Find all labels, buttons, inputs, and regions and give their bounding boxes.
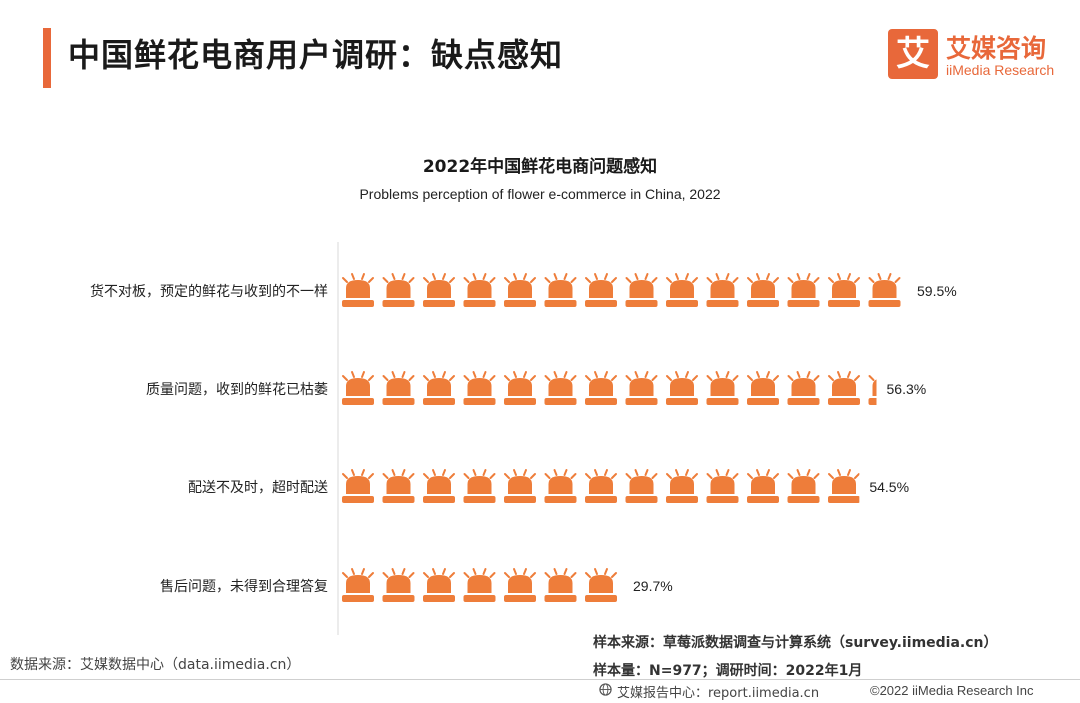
bar-icon [666,469,698,503]
bar-icon [544,273,577,307]
bar [342,273,901,307]
bar-icon [868,273,901,307]
sample-source: 样本来源：草莓派数据调查与计算系统（survey.iimedia.cn） [593,635,998,651]
bar-icon [544,469,577,503]
logo-name-cn: 艾媒咨询 [946,34,1047,63]
bar-icon [463,568,496,602]
bar-icon [585,469,617,503]
value-label: 56.3% [887,381,927,397]
bar-icon [625,469,658,503]
bar-icon [585,568,617,602]
category-label: 售后问题，未得到合理答复 [160,578,328,595]
bar-icon [706,273,739,307]
bar-icon [585,273,617,307]
bar-icon [828,273,860,307]
bar-icon [382,273,415,307]
bar-icon [342,273,374,307]
value-label: 29.7% [633,578,673,594]
bar-icon [504,568,536,602]
footer-report-center[interactable]: 艾媒报告中心：report.iimedia.cn [617,686,820,701]
page-title: 中国鲜花电商用户调研：缺点感知 [68,36,564,74]
bar-icon [747,469,779,503]
iimedia-logo: 艾 艾媒咨询 iiMedia Research [888,29,1068,81]
bar-icon [666,371,698,405]
bar-icon [625,371,658,405]
bar-icon [342,568,374,602]
bar-icon [423,568,455,602]
chart-title: 2022年中国鲜花电商问题感知 [422,157,658,177]
bar-chart: 货不对板，预定的鲜花与收到的不一样 59.5% 质量问题，收到的鲜花已枯萎 56.3%… [90,242,957,635]
footer-divider [0,679,1080,680]
data-source: 数据来源：艾媒数据中心（data.iimedia.cn） [10,657,301,673]
bar-icon [706,469,739,503]
value-label: 54.5% [869,479,909,495]
bar-icon [463,371,496,405]
category-label: 配送不及时，超时配送 [188,480,328,496]
bar-icon [828,469,860,503]
bar-icon [382,371,415,405]
globe-icon [599,683,612,696]
value-label: 59.5% [917,283,957,299]
bar-icon [382,568,415,602]
bar-icon [747,371,779,405]
bar-icon [504,371,536,405]
category-label: 质量问题，收到的鲜花已枯萎 [146,382,328,398]
bar-icon [544,371,577,405]
bar-icon [666,273,698,307]
bar-icon [382,469,415,503]
bar-icon [463,469,496,503]
bar-icon [342,371,374,405]
bar-icon [747,273,779,307]
bar-icon [787,371,820,405]
logo-name-en: iiMedia Research [946,62,1055,78]
bar-icon [423,273,455,307]
title-accent-bar [43,28,51,88]
bar-icon [504,469,536,503]
bar-icon [504,273,536,307]
bar-icon [463,273,496,307]
bar [342,568,617,602]
bar [342,469,860,503]
bar-icon [342,469,374,503]
bar-icon [706,371,739,405]
category-label: 货不对板，预定的鲜花与收到的不一样 [90,283,328,300]
bar-icon [423,371,455,405]
bar-icon [787,273,820,307]
chart-subtitle: Problems perception of flower e-commerce… [359,186,721,202]
bar-icon [544,568,577,602]
sample-size: 样本量：N=977；调研时间：2022年1月 [593,663,863,679]
logo-mark: 艾 [888,29,938,79]
bar-icon [828,371,860,405]
footer-copyright: ©2022 iiMedia Research Inc [870,683,1034,698]
bar-icon [787,469,820,503]
bar-icon [868,375,877,405]
bar-icon [585,371,617,405]
bar-icon [423,469,455,503]
bar [342,371,877,405]
bar-icon [625,273,658,307]
